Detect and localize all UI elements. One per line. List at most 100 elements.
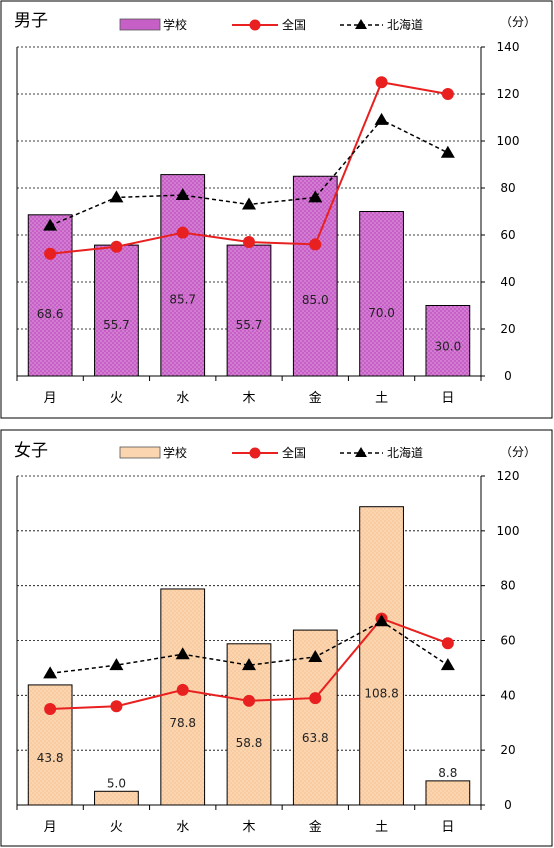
x-tick-label: 日: [441, 391, 454, 406]
bar: [425, 780, 471, 806]
data-label: 85.0: [302, 293, 329, 307]
unit-label: （分）: [500, 15, 536, 29]
national-point: [110, 240, 123, 253]
data-label: 63.8: [302, 731, 329, 745]
data-label: 43.8: [37, 751, 64, 765]
hokkaido-point: [308, 190, 323, 203]
x-tick-label: 水: [176, 391, 189, 406]
national-point: [309, 692, 322, 705]
hokkaido-point: [242, 658, 256, 671]
national-point: [309, 238, 322, 251]
hokkaido-point: [175, 188, 190, 201]
hokkaido-point: [374, 112, 389, 125]
y-tick-label: 40: [500, 275, 515, 289]
x-tick-label: 木: [242, 391, 255, 406]
data-label: 68.6: [37, 307, 64, 321]
data-label: 8.8: [438, 766, 457, 780]
data-label: 55.7: [236, 318, 263, 332]
y-tick-label: 140: [497, 40, 520, 54]
x-tick-label: 日: [441, 820, 454, 835]
x-tick-label: 火: [110, 391, 123, 406]
bar: [160, 174, 206, 377]
y-tick-label: 20: [500, 743, 515, 757]
legend-label-hokkaido: 北海道: [387, 445, 423, 460]
chart-boys: 男子 （分） 0 20 40 60 80 100 120 140 月 火 水 木 金 土 日 68.6 55.7 85…: [0, 0, 553, 419]
x-tick-label: 月: [44, 820, 57, 835]
national-point: [44, 247, 57, 260]
national-point: [243, 694, 255, 707]
bar: [94, 244, 139, 377]
legend-marker-hokkaido: [355, 447, 367, 457]
bar: [160, 588, 206, 806]
y-tick-label: 0: [504, 798, 512, 812]
national-point: [441, 637, 454, 650]
hokkaido-point: [242, 197, 256, 210]
legend-swatch-school: [119, 18, 161, 31]
bar: [94, 790, 139, 806]
national-point: [243, 236, 255, 249]
legend-swatch-school: [119, 446, 161, 459]
data-label: 55.7: [103, 318, 130, 332]
bar: [226, 244, 272, 377]
data-label: 58.8: [236, 736, 263, 750]
hokkaido-point: [175, 647, 190, 660]
y-tick-label: 60: [500, 228, 515, 242]
data-label: 85.7: [169, 292, 196, 306]
bar: [359, 211, 404, 377]
national-point: [176, 683, 189, 696]
y-tick-label: 80: [500, 181, 515, 195]
bar: [226, 643, 272, 806]
x-tick-label: 木: [242, 820, 255, 835]
x-tick-label: 水: [176, 820, 189, 835]
hokkaido-point: [440, 658, 455, 671]
chart-girls: 女子 （分） 0 20 40 60 80 100 120 月 火 水 木 金 土 日 43.8 5.0 78.8 58…: [0, 429, 553, 847]
legend-label-school: 学校: [163, 445, 187, 460]
bar: [27, 214, 73, 377]
national-point: [441, 88, 454, 100]
y-tick-label: 100: [497, 524, 520, 538]
x-tick-label: 金: [309, 819, 322, 835]
unit-label: （分）: [500, 445, 536, 459]
y-tick-label: 60: [500, 634, 515, 648]
hokkaido-point: [440, 145, 455, 158]
y-tick-label: 80: [500, 579, 515, 593]
x-tick-label: 金: [309, 390, 322, 406]
chart-title: 男子: [14, 11, 48, 31]
data-label: 78.8: [169, 716, 196, 730]
legend-marker-hokkaido: [355, 19, 367, 29]
hokkaido-point: [374, 614, 389, 627]
y-tick-label: 120: [497, 469, 520, 483]
bar: [27, 684, 73, 806]
bar: [359, 506, 404, 806]
hokkaido-point: [43, 666, 58, 679]
y-tick-label: 40: [500, 688, 515, 702]
data-label: 70.0: [368, 306, 395, 320]
bar: [425, 305, 471, 377]
data-label: 108.8: [364, 687, 398, 701]
x-tick-label: 火: [110, 820, 123, 835]
panel-frame: [0, 429, 553, 847]
y-tick-label: 0: [504, 369, 512, 383]
legend-label-hokkaido: 北海道: [387, 17, 423, 32]
legend-label-school: 学校: [163, 17, 187, 32]
national-point: [176, 226, 189, 239]
hokkaido-point: [308, 649, 323, 662]
national-point: [110, 700, 123, 713]
legend-marker-national: [249, 447, 261, 459]
y-tick-label: 100: [497, 134, 520, 148]
legend-label-national: 全国: [282, 445, 306, 460]
x-tick-label: 月: [44, 391, 57, 406]
y-tick-label: 20: [500, 322, 515, 336]
national-point: [44, 703, 57, 716]
legend: 学校 全国 北海道: [119, 445, 423, 460]
data-label: 5.0: [107, 776, 126, 790]
data-label: 30.0: [434, 340, 461, 354]
y-tick-label: 120: [497, 87, 520, 101]
hokkaido-point: [109, 658, 124, 671]
national-point: [375, 76, 388, 89]
legend: 学校 全国 北海道: [119, 17, 423, 32]
x-tick-label: 土: [375, 391, 388, 406]
chart-title: 女子: [14, 441, 48, 461]
legend-marker-national: [249, 19, 261, 31]
